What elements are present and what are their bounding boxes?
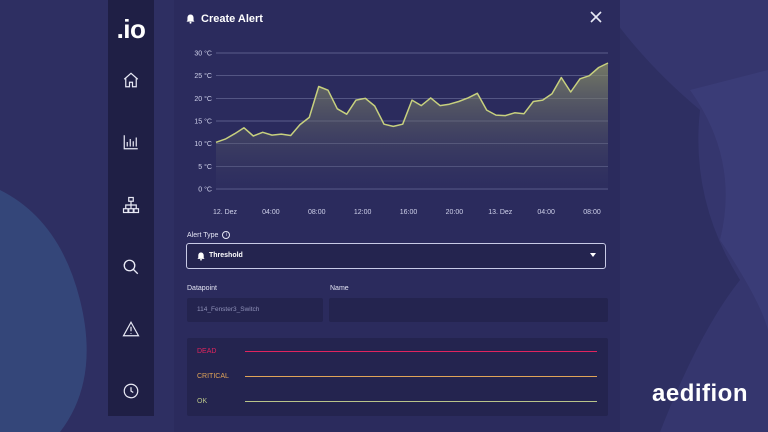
sidebar-item-history[interactable]	[117, 377, 145, 405]
series-area	[216, 63, 608, 189]
sidebar-item-home[interactable]	[117, 66, 145, 94]
datapoint-label: Datapoint	[187, 285, 217, 292]
level-ok-label: OK	[197, 398, 208, 405]
level-critical-label: CRITICAL	[197, 373, 229, 380]
info-icon: i	[222, 231, 231, 239]
bar-chart-icon	[123, 135, 138, 150]
bell-icon	[197, 252, 205, 261]
chevron-down-icon	[590, 253, 596, 257]
x-tick-label: 04:00	[262, 209, 280, 216]
x-tick-label: 04:00	[537, 209, 555, 216]
close-icon[interactable]	[588, 9, 604, 25]
alert-type-label: Alert Type i	[187, 231, 231, 239]
sidebar-item-analytics[interactable]	[117, 128, 145, 156]
x-tick-label: 12:00	[354, 209, 372, 216]
app-logo[interactable]: .io	[116, 14, 146, 44]
search-icon	[123, 259, 139, 275]
brand-logo: aedifion	[652, 380, 749, 407]
level-ok-line[interactable]	[245, 401, 597, 402]
x-tick-label: 08:00	[308, 209, 326, 216]
sidebar-item-alerts[interactable]	[117, 315, 145, 343]
dialog-header: Create Alert	[186, 10, 263, 28]
x-tick-label: 13. Dez	[488, 209, 513, 216]
dialog-title: Create Alert	[201, 13, 263, 25]
datapoint-field[interactable]: 114_Fenster3_Switch	[187, 298, 323, 322]
y-tick-label: 10 °C	[194, 140, 212, 148]
x-tick-label: 20:00	[446, 209, 464, 216]
warning-icon	[122, 321, 140, 337]
x-tick-label: 16:00	[400, 209, 418, 216]
hierarchy-icon	[122, 196, 140, 214]
alert-type-value: Threshold	[209, 252, 243, 259]
x-tick-label: 08:00	[583, 209, 601, 216]
clock-icon	[123, 383, 139, 399]
y-tick-label: 30 °C	[194, 50, 212, 58]
y-tick-label: 5 °C	[198, 163, 212, 171]
name-field[interactable]	[329, 298, 608, 322]
x-tick-label: 12. Dez	[213, 209, 238, 216]
y-tick-label: 20 °C	[194, 95, 212, 103]
level-dead-line[interactable]	[245, 351, 597, 352]
series-line	[215, 62, 609, 144]
level-critical-line[interactable]	[245, 376, 597, 377]
threshold-levels: DEAD CRITICAL OK	[187, 338, 608, 416]
datapoint-value: 114_Fenster3_Switch	[197, 306, 260, 313]
sidebar: .io	[108, 0, 154, 416]
bell-icon	[186, 14, 195, 24]
y-tick-label: 0 °C	[198, 186, 212, 194]
y-tick-label: 25 °C	[194, 72, 212, 80]
alert-type-select[interactable]: Threshold	[186, 243, 606, 269]
home-icon	[123, 72, 139, 88]
sidebar-item-hierarchy[interactable]	[117, 191, 145, 219]
temperature-chart: 30 °C 25 °C 20 °C 15 °C 10 °C 5 °C 0 °C 12. Dez…	[194, 50, 609, 216]
name-label: Name	[330, 285, 349, 292]
y-tick-label: 15 °C	[194, 118, 212, 126]
level-dead-label: DEAD	[197, 348, 217, 355]
sidebar-item-search[interactable]	[117, 253, 145, 281]
